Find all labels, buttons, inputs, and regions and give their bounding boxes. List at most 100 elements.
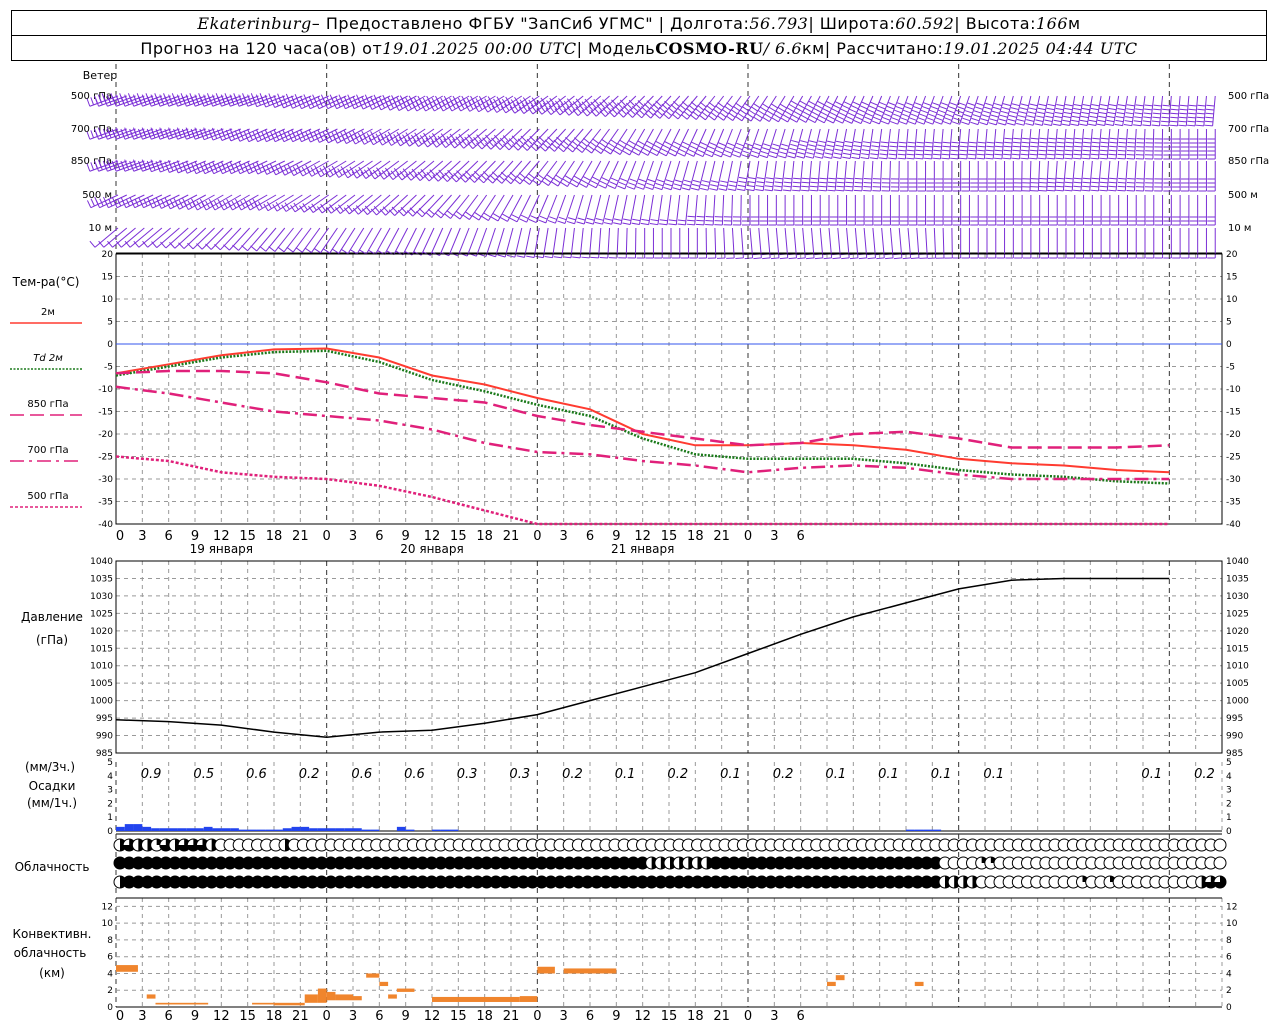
precip-bar <box>212 828 222 831</box>
wind-barb <box>1135 128 1146 160</box>
wind-barb-feather <box>522 179 530 185</box>
wind-barb-feather <box>325 206 332 214</box>
wind-barb <box>680 95 707 120</box>
wind-barb-staff <box>685 194 690 225</box>
wind-barb-feather <box>1061 123 1070 127</box>
wind-barb-staff <box>802 227 806 258</box>
wind-barb-feather <box>663 186 672 191</box>
wind-barb <box>914 128 927 160</box>
wind-barb <box>746 160 760 192</box>
precip-bar <box>159 828 169 831</box>
wind-barb <box>732 194 742 226</box>
wind-barb-staff <box>595 160 611 189</box>
cloud-cover-symbol <box>214 856 228 870</box>
wind-barb-feather <box>813 107 821 113</box>
wind-barb-feather <box>90 130 95 139</box>
wind-barb-feather <box>1047 145 1056 148</box>
wind-barb-staff <box>302 160 329 177</box>
wind-barb-feather <box>148 131 152 140</box>
wind-barb <box>844 160 856 192</box>
wind-barb-feather <box>322 248 331 254</box>
wind-barb-staff <box>605 160 619 189</box>
wind-barb-feather <box>438 103 444 112</box>
wind-barb-staff <box>355 128 382 145</box>
wind-barb <box>709 160 725 191</box>
wind-barb-feather <box>218 132 223 141</box>
wind-barb-feather <box>649 223 658 226</box>
wind-barb-feather <box>917 117 926 121</box>
wind-barb-feather <box>808 144 817 148</box>
wind-barb-feather <box>546 100 552 108</box>
wind-barb-staff <box>411 227 426 256</box>
wind-barb-staff <box>89 128 119 140</box>
wind-barb <box>361 194 391 215</box>
wind-barb-feather <box>1012 145 1021 148</box>
wind-barb-feather <box>827 115 836 120</box>
cloud-cover-symbol <box>461 856 475 870</box>
wind-barb <box>805 128 821 159</box>
wind-barb <box>863 160 874 192</box>
wind-barb-feather <box>968 145 977 148</box>
wind-barb-feather <box>1188 108 1197 111</box>
wind-barb-feather <box>677 152 685 157</box>
cloud-cover-symbol <box>608 875 622 889</box>
wind-barb <box>603 194 619 225</box>
wind-barb-feather <box>682 141 690 146</box>
wind-barb-feather <box>628 182 636 186</box>
wind-barb-feather <box>810 181 819 184</box>
wind-barb-feather <box>407 101 412 110</box>
wind-barb-staff <box>294 194 321 213</box>
wind-barb-staff <box>1089 160 1093 191</box>
wind-barb-feather <box>169 97 174 106</box>
wind-barb-feather <box>514 96 520 105</box>
wind-barb-feather <box>825 100 834 106</box>
cloud-symbol-fill <box>563 876 576 888</box>
wind-barb-staff <box>812 128 821 159</box>
wind-barb-feather <box>1099 153 1108 156</box>
wind-barb-feather <box>124 240 131 248</box>
pressure-ytick-label: 1005 <box>90 679 113 689</box>
wind-barb-feather <box>853 145 862 148</box>
cloud-cover-symbol <box>617 856 631 870</box>
wind-barb <box>334 194 365 214</box>
wind-barb-feather <box>807 148 816 151</box>
wind-barb-feather <box>1047 141 1057 144</box>
wind-barb-feather <box>690 101 698 108</box>
wind-barb-feather <box>1134 116 1143 119</box>
wind-barb-staff <box>863 227 868 258</box>
cloud-cover-symbol <box>223 875 237 889</box>
wind-barb-staff <box>842 95 856 124</box>
wind-barb-staff <box>1115 160 1120 191</box>
wind-barb-feather <box>999 114 1008 118</box>
hour-tick-label: 0 <box>744 529 752 544</box>
wind-barb-feather <box>424 101 430 110</box>
wind-barb-feather <box>854 185 863 188</box>
wind-barb-feather <box>967 102 976 106</box>
cloud-symbol-fill <box>627 857 640 869</box>
cloud-cover-symbol <box>709 856 723 870</box>
cloud-symbol-fill <box>315 857 328 869</box>
wind-barb-feather <box>1021 141 1030 144</box>
wind-barb-feather <box>602 99 609 106</box>
wind-barb-feather <box>370 131 376 139</box>
wind-barb-feather <box>925 120 934 125</box>
wind-barb-feather <box>376 102 382 111</box>
wind-barb-feather <box>495 103 501 111</box>
wind-barb-feather <box>143 97 147 106</box>
wind-barb-feather <box>1029 149 1038 152</box>
cloud-symbol-fill <box>535 857 548 869</box>
wind-barb-feather <box>486 102 492 111</box>
wind-barb-feather <box>832 156 842 159</box>
wind-barb <box>985 128 997 160</box>
wind-barb-feather <box>592 138 600 144</box>
wind-barb-staff <box>592 194 602 225</box>
wind-barb-staff <box>389 95 417 111</box>
wind-barb-staff <box>975 128 979 159</box>
wind-barb-feather <box>516 101 522 109</box>
wind-barb-feather <box>825 148 834 152</box>
wind-barb-feather <box>818 140 827 144</box>
wind-barb-feather <box>714 105 722 111</box>
cloud-symbol-fill <box>196 857 209 869</box>
cloud-cover-symbol <box>581 875 594 889</box>
wind-barb-feather <box>201 166 206 174</box>
